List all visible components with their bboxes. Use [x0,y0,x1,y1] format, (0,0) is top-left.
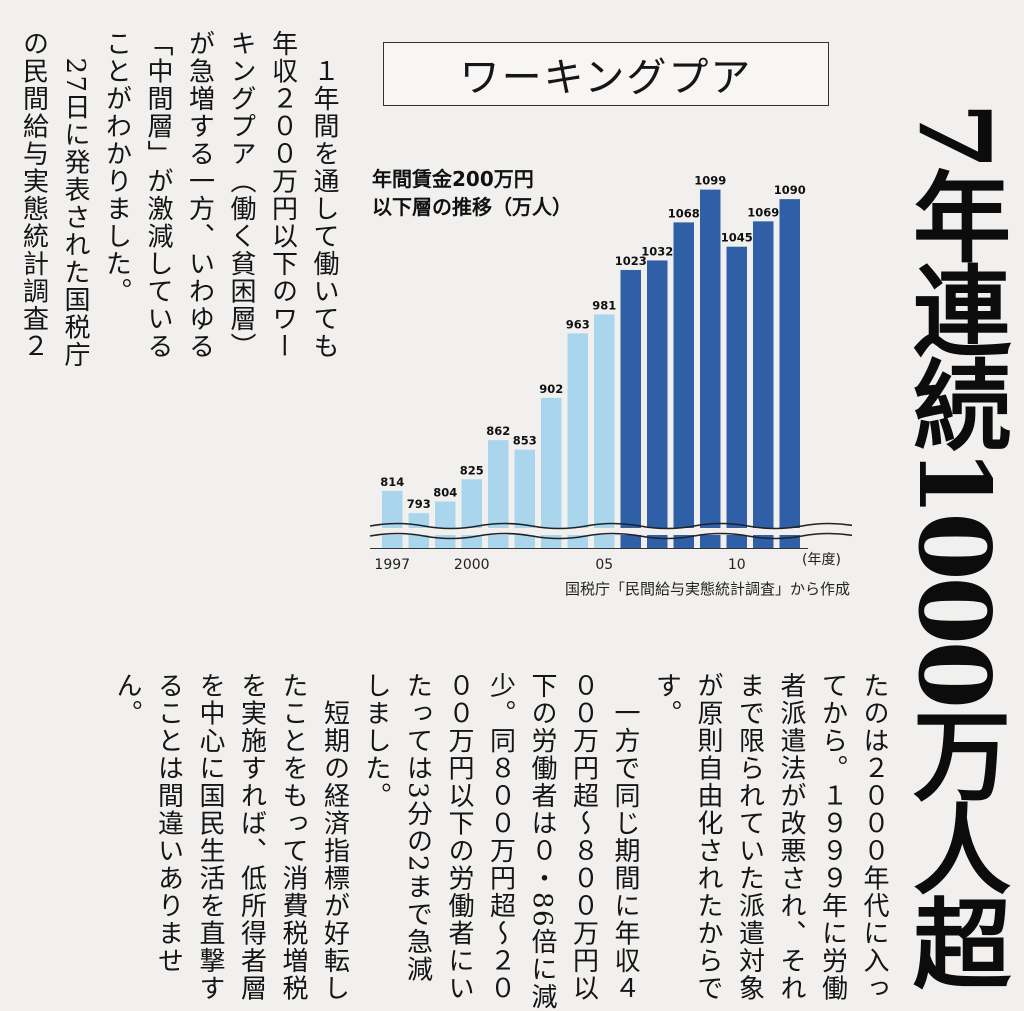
bar-2003 [541,397,562,548]
chart-title: ワーキングプア [383,42,829,106]
bar-label-1999: 804 [433,485,457,499]
bar-label-2003: 902 [539,382,563,396]
x-tick-2000: 2000 [454,557,490,573]
axis-break-wave-2 [369,532,852,540]
bar-2007 [647,260,668,548]
bar-label-2009: 1099 [694,174,726,188]
bar-2009 [700,189,721,548]
bar-2005 [594,314,615,548]
x-axis-label: (年度) [802,552,841,568]
bar-2002 [514,449,535,548]
x-tick-1997: 1997 [374,557,410,573]
bar-label-2011: 1069 [747,205,779,219]
bar-label-1997: 814 [380,475,404,489]
bar-2012 [779,199,800,548]
axis-break-wave-1 [369,522,852,530]
bar-label-2001: 862 [486,424,510,438]
article-body-bottom: たのは２０００年代に入っ てから。１９９９年に労働 者派遣法が改悪され、それ ま… [112,672,889,1011]
bar-label-2007: 1032 [641,244,673,258]
bar-2011 [753,221,774,548]
axis-break-gap [370,528,812,535]
bar-label-2004: 963 [566,317,590,331]
chart-subtitle-line-2: 以下層の推移（万人） [372,195,572,219]
chart-source: 国税庁「民間給与実態統計調査」から作成 [565,580,850,598]
bar-label-2002: 853 [513,434,537,448]
bar-1997 [382,490,403,548]
bar-label-2006: 1023 [615,254,647,268]
bar-label-2008: 1068 [668,206,700,220]
bar-1999 [435,501,456,548]
bar-label-2012: 1090 [774,183,806,197]
bar-label-2010: 1045 [721,231,753,245]
bar-2006 [620,269,641,548]
bar-2010 [726,246,747,548]
chart-subtitle-line-1: 年間賃金200万円 [372,167,534,191]
bar-label-1998: 793 [407,497,431,511]
article-body-top: １年間を通して働いても 年収２００万円以下のワー キングプア（働く貧困層） が急… [18,30,340,369]
headline: 7年連続1000万人超 [896,102,1011,987]
bar-2004 [567,333,588,548]
x-tick-10: 10 [728,557,746,573]
x-tick-05: 05 [595,557,613,573]
bar-2008 [673,222,694,548]
bar-label-2005: 981 [592,298,616,312]
bar-label-2000: 825 [460,463,484,477]
bar-2001 [488,440,509,548]
